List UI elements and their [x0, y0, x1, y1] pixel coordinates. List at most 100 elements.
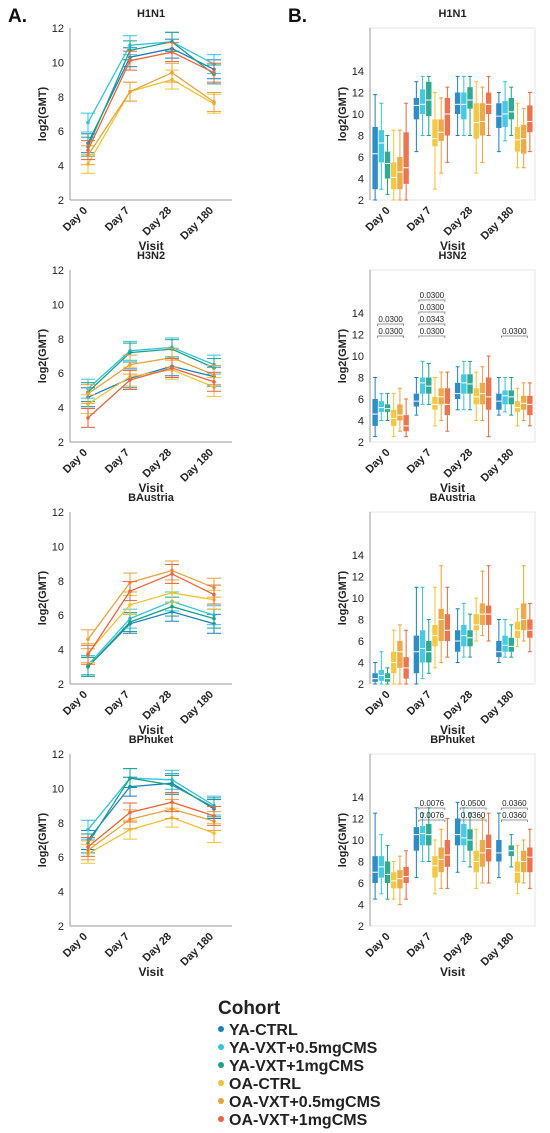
significance-bracket	[500, 819, 528, 822]
legend-item: YA-VXT+1mgCMS	[218, 1058, 381, 1076]
data-point	[212, 831, 216, 835]
y-axis-label: log2(GMT)	[37, 570, 49, 625]
y-tick-label: 10	[52, 541, 64, 553]
series-line	[87, 777, 215, 831]
y-tick-label: 10	[52, 57, 64, 69]
p-value-label: 0.0300	[502, 327, 527, 336]
data-point	[128, 810, 132, 815]
chart-title: BPhuket	[430, 734, 475, 746]
series-line	[87, 41, 215, 123]
box-body	[438, 847, 444, 873]
data-point	[170, 604, 174, 609]
box-body	[372, 126, 378, 190]
series-line	[87, 78, 215, 165]
y-tick-label: 2	[358, 437, 364, 449]
series-line	[87, 47, 215, 144]
box-body	[419, 377, 426, 394]
significance-bracket	[500, 807, 528, 810]
legend-color-dot	[218, 1115, 224, 1122]
data-point	[128, 603, 132, 607]
p-value-label: 0.0300	[420, 303, 445, 312]
p-value-label: 0.0360	[461, 811, 486, 820]
y-tick-label: 12	[352, 88, 364, 100]
y-tick-label: 14	[352, 550, 364, 562]
series-line	[87, 573, 215, 656]
box-body	[520, 395, 527, 410]
x-tick-label: Day 180	[479, 205, 517, 243]
p-value-label: 0.0360	[502, 811, 527, 820]
box-body	[397, 641, 403, 668]
box-body	[514, 401, 521, 412]
data-point	[86, 148, 90, 152]
box-body	[496, 840, 502, 862]
y-tick-label: 2	[358, 679, 364, 691]
box-body	[508, 637, 514, 652]
x-axis-label: Visit	[138, 723, 163, 737]
series-line	[87, 365, 215, 398]
box-body	[378, 130, 385, 163]
data-point	[212, 380, 216, 384]
box-body	[444, 614, 451, 641]
box-body	[496, 641, 502, 658]
data-point	[170, 783, 174, 787]
box-body	[438, 119, 444, 141]
y-tick-label: 12	[352, 572, 364, 584]
y-tick-label: 6	[358, 636, 364, 648]
legend-color-dot	[218, 1043, 224, 1050]
x-tick-label: Day 0	[364, 931, 393, 960]
series-line	[87, 592, 215, 654]
x-tick-label: Day 0	[61, 689, 90, 718]
y-tick-label: 10	[52, 299, 64, 311]
box-body	[454, 382, 461, 399]
y-axis-label: log2(GMT)	[37, 812, 49, 867]
significance-bracket	[418, 807, 446, 810]
y-tick-label: 6	[358, 152, 364, 164]
series-line	[87, 777, 215, 844]
significance-bracket	[459, 819, 487, 822]
data-point	[86, 120, 90, 125]
data-point	[86, 637, 90, 642]
p-value-label: 0.0300	[420, 291, 445, 300]
chart-title: H1N1	[438, 8, 466, 20]
y-tick-label: 12	[52, 749, 64, 761]
y-tick-label: 4	[58, 887, 64, 899]
box-body	[413, 635, 420, 674]
box-body	[467, 87, 473, 109]
box-body	[461, 823, 467, 846]
chart-title: H3N2	[137, 250, 165, 262]
box-body	[378, 401, 385, 412]
series-line	[87, 816, 215, 855]
box-body	[508, 97, 514, 120]
box-body	[496, 393, 502, 410]
x-tick-label: Day 28	[141, 689, 175, 723]
data-point	[128, 620, 132, 624]
legend-item: OA-CTRL	[218, 1076, 381, 1094]
series-line	[87, 801, 215, 848]
y-tick-label: 4	[358, 900, 364, 912]
x-axis-label: Visit	[138, 239, 163, 253]
box-body	[454, 818, 461, 846]
x-tick-label: Day 0	[61, 931, 90, 960]
series-line	[87, 71, 215, 156]
series-line	[87, 369, 215, 405]
y-tick-label: 6	[58, 852, 64, 864]
box-body	[527, 619, 533, 638]
box-body	[384, 151, 391, 179]
significance-bracket	[459, 807, 487, 810]
y-tick-label: 6	[358, 394, 364, 406]
y-tick-label: 2	[58, 679, 64, 691]
data-point	[212, 70, 216, 75]
y-tick-label: 8	[58, 818, 64, 830]
legend-label: YA-CTRL	[229, 1022, 298, 1039]
y-tick-label: 2	[358, 195, 364, 207]
p-value-label: 0.0300	[378, 315, 403, 324]
series-line	[87, 41, 215, 147]
legend-item: OA-VXT+0.5mgCMS	[218, 1094, 381, 1112]
x-axis-label: Visit	[440, 723, 465, 737]
data-point	[170, 800, 174, 804]
series-line	[87, 346, 215, 390]
chart-title: H1N1	[137, 8, 165, 20]
x-tick-label: Day 180	[479, 447, 517, 485]
y-tick-label: 6	[58, 610, 64, 622]
y-tick-label: 8	[358, 615, 364, 627]
